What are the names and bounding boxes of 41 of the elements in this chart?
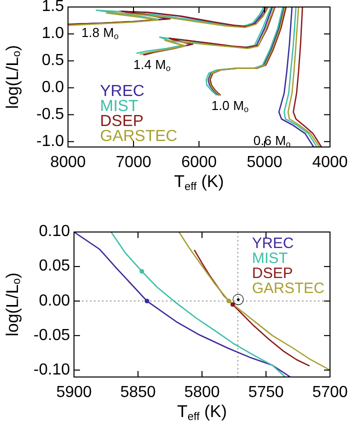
x-tick-label: 5700: [312, 384, 348, 401]
line-series: [278, 7, 314, 147]
x-tick-label: 6000: [181, 154, 217, 171]
text: GARSTEC: [100, 128, 178, 146]
y-tick-label: 1.0: [42, 25, 64, 42]
y-tick-label: 0.00: [38, 292, 70, 310]
text: MIST: [100, 98, 138, 116]
x-tick-label: 8000: [50, 154, 86, 171]
annotation: 1.0 M$_{o}$: [211, 98, 249, 114]
point: [140, 269, 144, 274]
x-axis-title: T$_{eff}$ (K): [174, 172, 224, 194]
annotation: 1.4 M$_{o}$: [133, 57, 171, 73]
annotation: 1.8 M$_{o}$: [81, 25, 119, 41]
y-tick-label: 0.0: [42, 78, 64, 96]
annotation: ☉: [231, 292, 244, 310]
y-tick-label: 1.5: [42, 0, 64, 16]
series-label: GARSTEC: [252, 280, 325, 297]
text: YREC: [100, 83, 144, 100]
text: DSEP: [100, 113, 144, 130]
y-tick-label: -1.0: [36, 132, 64, 150]
y-tick-label: 0.05: [38, 258, 70, 275]
series-label: DSEP: [252, 264, 293, 282]
x-axis-title: T$_{eff}$ (K): [177, 402, 227, 424]
x-tick-label: 5900: [56, 384, 92, 401]
text: YREC: [252, 234, 294, 252]
x-tick-label: 5750: [248, 384, 284, 401]
y-tick-label: 0.5: [42, 52, 64, 70]
x-tick-label: 5800: [184, 384, 220, 401]
point: [144, 298, 150, 304]
y-tick-label: -0.5: [36, 106, 64, 123]
y-tick-label: -0.05: [34, 326, 70, 344]
x-tick-label: 5000: [246, 154, 282, 171]
y-tick-label: 0.10: [38, 223, 70, 240]
line-series: [292, 7, 322, 147]
y-tick-label: -0.10: [34, 361, 70, 378]
x-tick-label: 7000: [116, 154, 152, 171]
x-tick-label: 4000: [312, 154, 348, 171]
x-tick-label: 5850: [120, 384, 156, 401]
text: MIST: [252, 250, 288, 267]
point: [226, 298, 232, 304]
line-series: [178, 232, 330, 371]
